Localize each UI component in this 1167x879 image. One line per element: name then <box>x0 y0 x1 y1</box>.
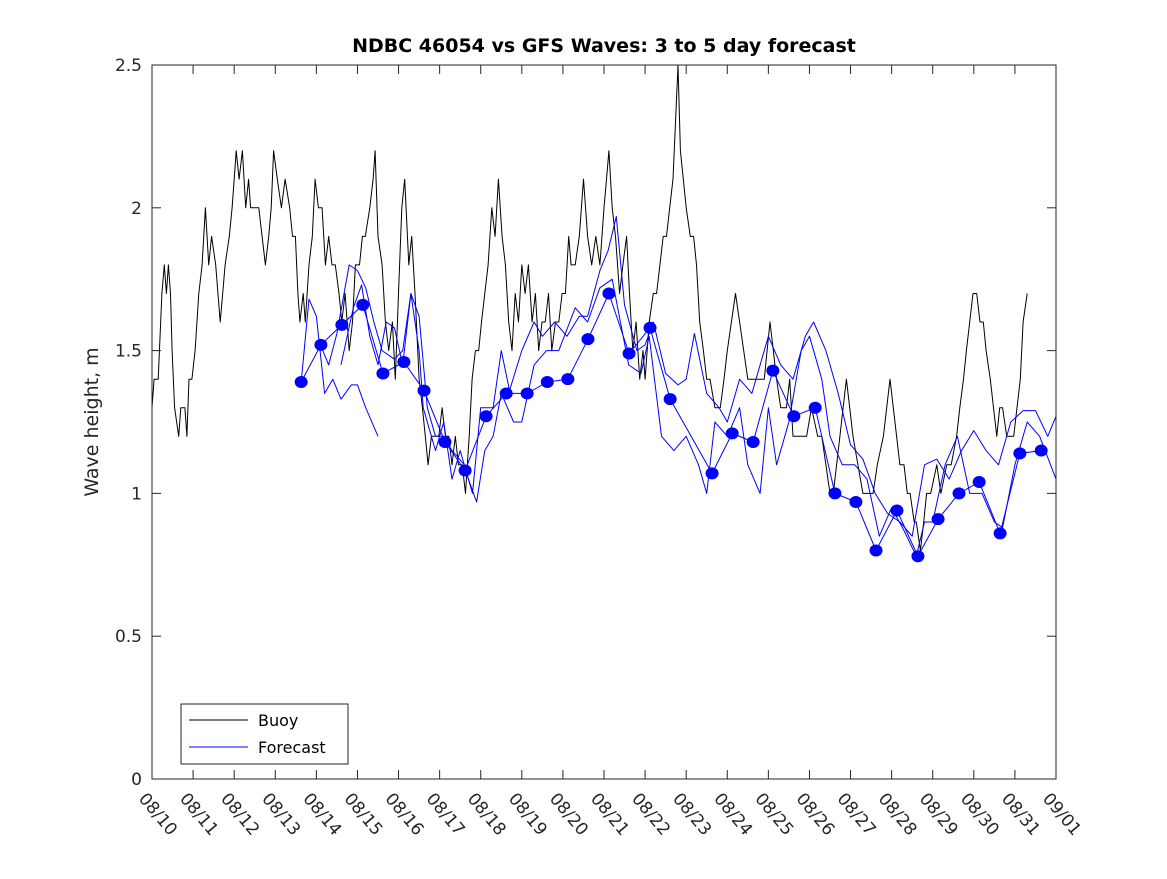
forecast-markers <box>294 287 1048 563</box>
forecast-marker <box>356 298 370 311</box>
forecast-marker <box>561 373 575 386</box>
forecast-marker <box>397 356 411 369</box>
forecast-marker <box>828 487 842 500</box>
forecast-marker <box>458 464 472 477</box>
forecast-marker <box>931 513 945 526</box>
forecast-marker <box>890 504 904 517</box>
forecast-marker <box>766 364 780 377</box>
forecast-marker <box>294 376 308 389</box>
buoy-series-line <box>151 64 1028 551</box>
chart-title: NDBC 46054 vs GFS Waves: 3 to 5 day fore… <box>352 35 856 57</box>
forecast-marker <box>787 410 801 423</box>
legend-forecast-label: Forecast <box>258 738 326 757</box>
forecast-marker <box>479 410 493 423</box>
forecast-marker <box>911 550 925 563</box>
forecast-marker <box>993 527 1007 540</box>
forecast-series-line-4 <box>340 278 1057 557</box>
forecast-marker <box>520 387 534 400</box>
forecast-marker <box>438 435 452 448</box>
forecast-marker <box>952 487 966 500</box>
y-tick-label: 1 <box>131 484 142 504</box>
legend: Buoy Forecast <box>180 703 349 765</box>
forecast-marker <box>376 367 390 380</box>
plot-area <box>152 65 1056 779</box>
forecast-marker <box>622 347 636 360</box>
forecast-marker <box>849 495 863 508</box>
forecast-marker <box>972 475 986 488</box>
forecast-marker <box>663 393 677 406</box>
forecast-marker <box>540 376 554 389</box>
y-tick-label: 1.5 <box>115 342 142 362</box>
forecast-marker <box>602 287 616 300</box>
y-axis-label: Wave height, m <box>81 347 103 496</box>
y-tick-label: 0 <box>131 770 142 790</box>
legend-buoy-label: Buoy <box>258 711 298 730</box>
forecast-marker <box>808 401 822 414</box>
forecast-series-line-2 <box>300 298 379 437</box>
forecast-marker <box>705 467 719 480</box>
y-tick-label: 2.5 <box>115 56 142 76</box>
forecast-marker <box>746 435 760 448</box>
forecast-marker <box>499 387 513 400</box>
y-tick-label: 2 <box>131 199 142 219</box>
y-tick-label: 0.5 <box>115 627 142 647</box>
forecast-marker <box>643 321 657 334</box>
forecast-marker <box>335 318 349 331</box>
forecast-marker <box>1034 444 1048 457</box>
forecast-marker <box>725 427 739 440</box>
legend-box <box>180 703 349 765</box>
forecast-marker <box>1013 447 1027 460</box>
forecast-marker <box>581 333 595 346</box>
forecast-marker <box>869 544 883 557</box>
forecast-marker <box>417 384 431 397</box>
forecast-marker <box>314 338 328 351</box>
